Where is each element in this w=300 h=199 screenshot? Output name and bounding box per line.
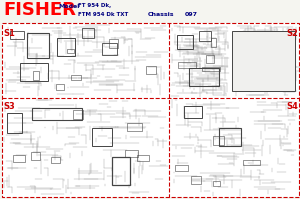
Bar [33, 71, 39, 80]
Bar [199, 31, 211, 41]
Text: S3: S3 [4, 102, 15, 111]
Bar [243, 160, 260, 165]
Bar [71, 75, 81, 80]
Bar [20, 63, 47, 81]
Bar [184, 106, 202, 118]
Bar [14, 155, 25, 162]
Bar [56, 84, 64, 90]
Bar [146, 66, 156, 74]
Bar [189, 68, 219, 86]
Text: Model: Model [58, 4, 80, 9]
Bar [243, 52, 259, 57]
Bar [2, 23, 298, 197]
Bar [32, 108, 82, 120]
Bar [177, 35, 193, 49]
Text: FT 954 Dk,: FT 954 Dk, [78, 3, 111, 8]
Text: S1: S1 [4, 29, 15, 38]
Bar [10, 31, 23, 39]
Bar [206, 55, 214, 63]
Bar [92, 128, 112, 146]
Bar [191, 176, 201, 184]
Bar [211, 38, 216, 47]
Bar [213, 136, 224, 145]
Bar [175, 165, 188, 171]
Bar [26, 33, 49, 58]
Bar [51, 157, 60, 163]
Bar [2, 23, 298, 197]
Bar [7, 113, 22, 133]
Bar [127, 123, 142, 131]
Text: FTM 954 Dk TXT: FTM 954 Dk TXT [78, 12, 128, 17]
Bar [101, 43, 116, 55]
Text: Chassis: Chassis [148, 12, 175, 17]
Bar [67, 49, 74, 53]
Bar [125, 150, 138, 157]
Bar [110, 39, 118, 48]
Text: FISHER: FISHER [3, 1, 76, 19]
Bar [82, 28, 94, 38]
Bar [31, 152, 40, 160]
Bar [232, 31, 295, 91]
Bar [213, 181, 220, 186]
Bar [56, 38, 74, 56]
Text: 097: 097 [185, 12, 198, 17]
Bar [73, 110, 83, 119]
Bar [265, 80, 277, 84]
Bar [112, 157, 130, 185]
Text: S2: S2 [286, 29, 298, 38]
Text: S4: S4 [286, 102, 298, 111]
Bar [137, 155, 149, 161]
Bar [178, 62, 196, 68]
Bar [219, 128, 241, 146]
Bar [202, 67, 220, 71]
